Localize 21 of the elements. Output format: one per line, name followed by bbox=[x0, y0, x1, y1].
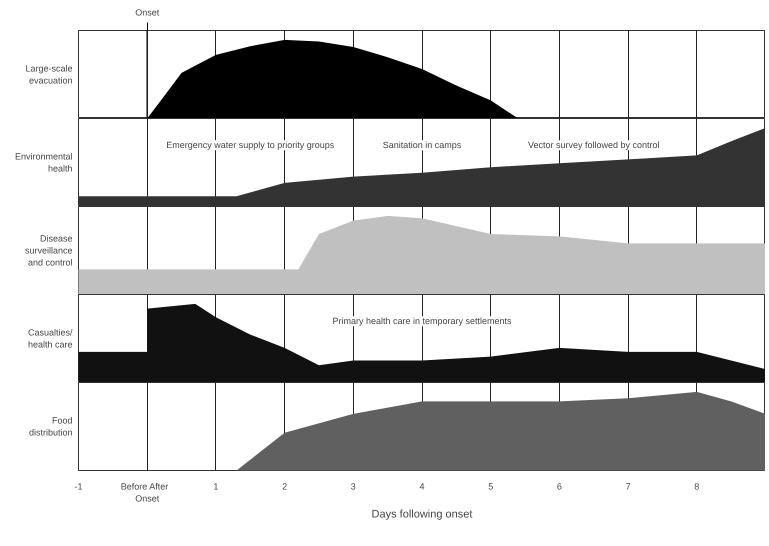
annotation: Vector survey followed by control bbox=[528, 140, 660, 150]
annotation: Primary health care in temporary settlements bbox=[332, 316, 512, 326]
x-tick-label: 4 bbox=[419, 482, 425, 492]
y-axis-title: Casualties/ health care bbox=[28, 328, 73, 350]
x-tick-label: 5 bbox=[488, 482, 494, 492]
y-axis-title: Environmental health bbox=[14, 152, 73, 174]
x-tick-label: 6 bbox=[556, 482, 562, 492]
y-axis-title: Large-scale evacuation bbox=[25, 64, 73, 86]
x-axis-title: Days following onset bbox=[372, 508, 472, 520]
annotation: Sanitation in camps bbox=[382, 140, 462, 150]
annotation: Emergency water supply to priority groups bbox=[166, 140, 335, 150]
x-tick-label: 8 bbox=[694, 482, 700, 492]
x-tick-label: 3 bbox=[350, 482, 356, 492]
y-axis-title: Food distribution bbox=[28, 416, 73, 438]
x-tick-label: 1 bbox=[213, 482, 218, 492]
y-axis-title: Disease surveillance and control bbox=[24, 234, 73, 268]
x-tick-label: 2 bbox=[282, 482, 288, 492]
ref-line-label: Onset bbox=[135, 8, 160, 18]
x-tick-label: -1 bbox=[74, 482, 83, 492]
x-tick-label: Before After Onset bbox=[120, 482, 168, 504]
x-tick-label: 7 bbox=[626, 482, 631, 492]
